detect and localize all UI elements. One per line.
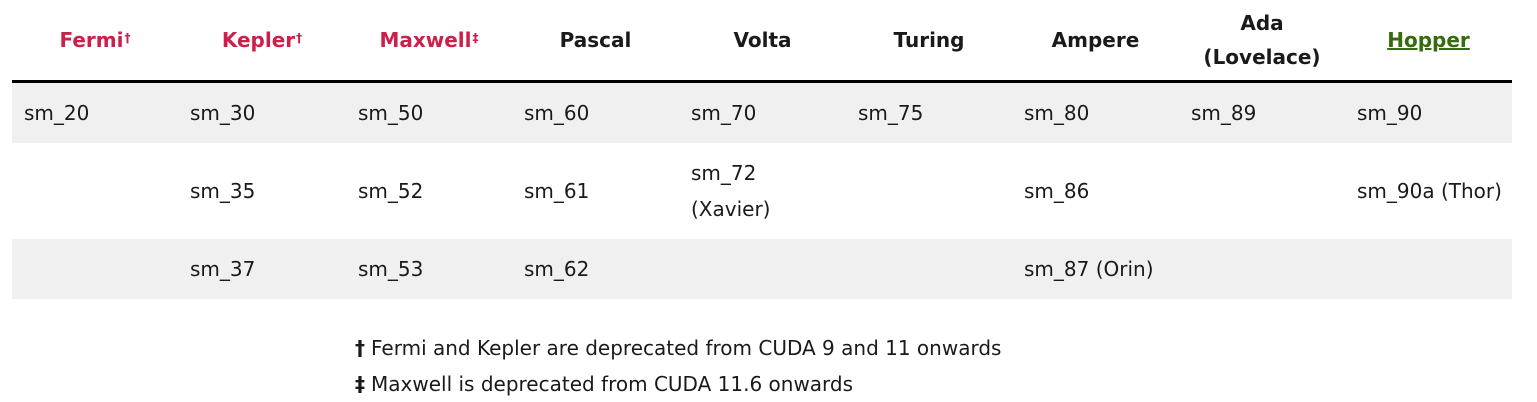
table-cell: sm_37 — [190, 257, 256, 281]
table-cell: sm_87 (Orin) — [1024, 257, 1154, 281]
footnote-maxwell: ‡ Maxwell is deprecated from CUDA 11.6 o… — [355, 366, 1001, 402]
table-cell: sm_30 — [190, 101, 256, 125]
header-hopper-label[interactable]: Hopper — [1387, 28, 1470, 52]
table-cell — [12, 143, 178, 239]
header-fermi: Fermi † — [12, 0, 178, 80]
header-maxwell-label: Maxwell — [379, 28, 472, 52]
header-fermi-label: Fermi — [59, 28, 124, 52]
header-ampere-label: Ampere — [1051, 28, 1140, 52]
dagger-mark: † — [355, 336, 365, 360]
table-cell: sm_72 (Xavier) — [679, 143, 846, 239]
table-cell — [846, 143, 1012, 239]
header-ada-line2: (Lovelace) — [1203, 45, 1321, 69]
cuda-architecture-table: Fermi † Kepler † Maxwell ‡ Pascal Volta Tur… — [12, 0, 1512, 299]
table-cell: sm_61 — [524, 179, 590, 203]
table-cell — [12, 239, 178, 299]
footnote-fermi-kepler: † Fermi and Kepler are deprecated from C… — [355, 330, 1001, 366]
table-cell: sm_89 — [1191, 101, 1257, 125]
table-row: sm_37 sm_53 sm_62 sm_87 (Orin) — [12, 239, 1512, 299]
table-row: sm_35 sm_52 sm_61 sm_72 (Xavier) sm_86 s… — [12, 143, 1512, 239]
header-maxwell: Maxwell ‡ — [346, 0, 512, 80]
table-cell — [679, 239, 846, 299]
header-ada: Ada (Lovelace) — [1179, 0, 1345, 80]
table-cell: sm_20 — [24, 101, 90, 125]
header-kepler: Kepler † — [178, 0, 346, 80]
table-cell: sm_50 — [358, 101, 424, 125]
table-cell: sm_90a (Thor) — [1357, 179, 1502, 203]
table-cell: sm_60 — [524, 101, 590, 125]
table-cell: sm_80 — [1024, 101, 1090, 125]
double-dagger-mark: ‡ — [355, 372, 365, 396]
table-cell — [1179, 143, 1345, 239]
footnotes: † Fermi and Kepler are deprecated from C… — [355, 330, 1001, 402]
table-cell: sm_70 — [691, 101, 757, 125]
cell-line: sm_72 — [691, 161, 757, 185]
footnote-text: Maxwell is deprecated from CUDA 11.6 onw… — [371, 372, 854, 396]
header-turing-label: Turing — [893, 28, 965, 52]
table-cell: sm_35 — [190, 179, 256, 203]
header-ampere: Ampere — [1012, 0, 1179, 80]
table-cell: sm_90 — [1357, 101, 1423, 125]
table-cell — [1345, 239, 1512, 299]
table-cell: sm_75 — [858, 101, 924, 125]
table-cell: sm_86 — [1024, 179, 1090, 203]
table-header-row: Fermi † Kepler † Maxwell ‡ Pascal Volta Tur… — [12, 0, 1512, 83]
table-row: sm_20 sm_30 sm_50 sm_60 sm_70 sm_75 sm_8… — [12, 83, 1512, 143]
header-hopper-link[interactable]: Hopper — [1345, 0, 1512, 80]
header-ada-line1: Ada — [1240, 11, 1284, 35]
table-cell — [1179, 239, 1345, 299]
header-volta-label: Volta — [733, 28, 792, 52]
table-cell: sm_52 — [358, 179, 424, 203]
table-cell: sm_53 — [358, 257, 424, 281]
header-pascal-label: Pascal — [559, 28, 632, 52]
deprecation-dagger: † — [124, 31, 131, 45]
footnote-text: Fermi and Kepler are deprecated from CUD… — [371, 336, 1002, 360]
header-kepler-label: Kepler — [221, 28, 296, 52]
deprecation-double-dagger: ‡ — [472, 31, 479, 45]
header-turing: Turing — [846, 0, 1012, 80]
deprecation-dagger: † — [296, 31, 303, 45]
header-pascal: Pascal — [512, 0, 679, 80]
header-volta: Volta — [679, 0, 846, 80]
cell-line: (Xavier) — [691, 197, 771, 221]
table-cell: sm_62 — [524, 257, 590, 281]
table-cell — [846, 239, 1012, 299]
